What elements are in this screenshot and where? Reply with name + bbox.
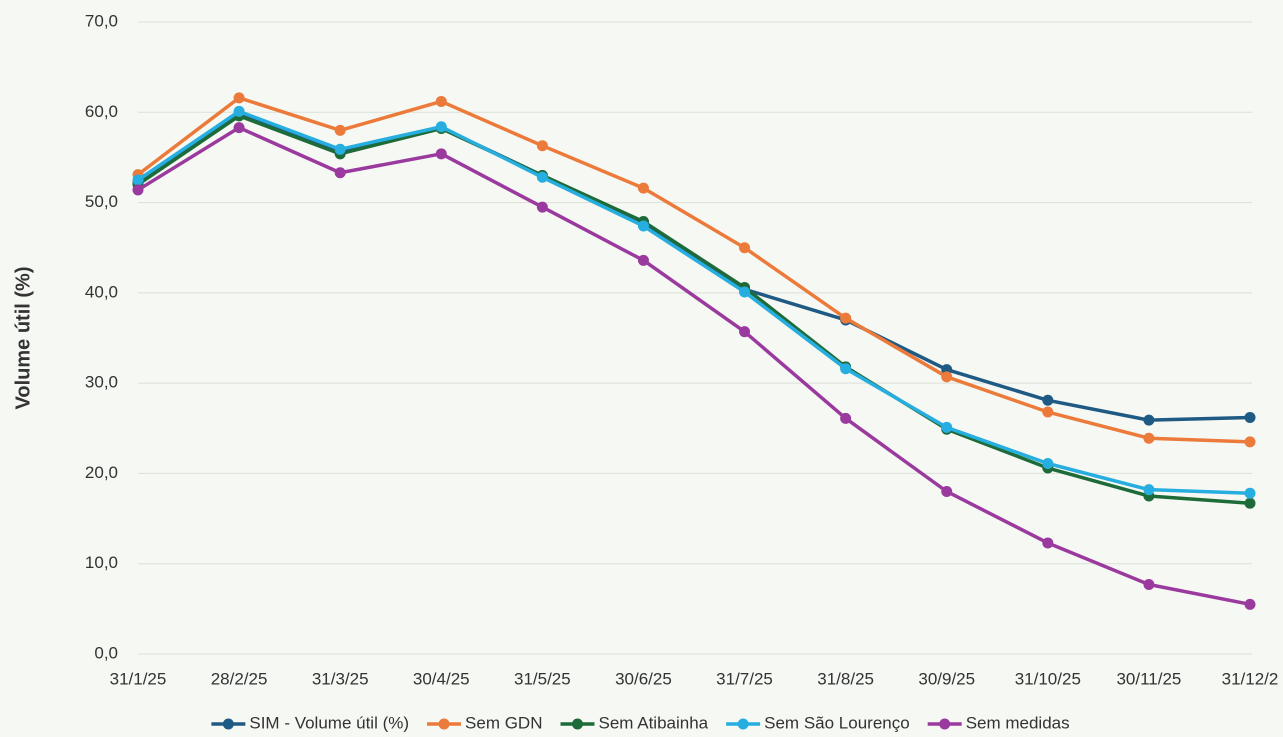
x-tick-label: 31/8/25 [817,669,874,688]
x-tick-label: 30/11/25 [1116,669,1181,688]
data-point [739,242,751,254]
data-point [233,105,245,117]
data-point [739,286,751,298]
y-axis-label: Volume útil (%) [12,267,34,410]
data-point [1042,457,1054,469]
data-point [941,371,953,383]
data-point [334,143,346,155]
x-tick-label: 28/2/25 [211,669,268,688]
data-point [536,201,548,213]
data-point [1042,537,1054,549]
data-point [536,140,548,152]
series-line [137,114,1251,505]
data-point [233,92,245,104]
legend-marker [222,718,234,730]
data-point [132,174,144,186]
data-point [334,167,346,179]
legend-label: SIM - Volume útil (%) [249,713,409,732]
data-point [1042,406,1054,418]
y-tick-label: 70,0 [85,11,118,30]
data-point [1244,497,1256,509]
data-point [435,148,447,160]
x-tick-label: 30/4/25 [413,669,470,688]
y-tick-label: 0,0 [94,643,118,662]
x-tick-label: 30/9/25 [918,669,975,688]
legend-label: Sem Atibainha [599,713,709,732]
data-point [1244,487,1256,499]
data-point [1042,394,1054,406]
data-point [435,95,447,107]
data-point [941,421,953,433]
legend-marker [438,718,450,730]
data-point [1244,598,1256,610]
y-tick-label: 20,0 [85,463,118,482]
x-tick-label: 31/5/25 [514,669,571,688]
data-point [334,124,346,136]
x-tick-label: 31/7/25 [716,669,773,688]
data-point [840,363,852,375]
y-tick-label: 30,0 [85,373,118,392]
data-point [637,182,649,194]
x-tick-label: 31/1/25 [110,669,167,688]
legend-marker [572,718,583,730]
data-point [1244,436,1256,448]
data-point [637,254,649,266]
legend-marker [737,718,749,730]
series-line [137,125,1251,607]
series-line [137,109,1251,496]
data-point [840,412,852,424]
data-point [1143,414,1155,426]
data-point [1143,484,1155,496]
data-point [1244,411,1256,423]
data-point [941,485,953,497]
series-line [136,96,1251,444]
y-tick-label: 40,0 [85,282,118,301]
legend-label: Sem medidas [966,713,1070,732]
data-point [536,171,548,183]
x-tick-label: 31/10/25 [1015,669,1081,688]
y-tick-label: 50,0 [85,192,118,211]
legend-label: Sem São Lourenço [764,713,910,732]
x-tick-label: 30/6/25 [615,669,672,688]
data-point [233,122,245,134]
data-point [637,220,649,232]
data-point [435,121,447,133]
y-tick-label: 60,0 [85,102,118,121]
x-tick-label: 31/12/2 [1222,669,1279,688]
y-tick-label: 10,0 [85,553,118,572]
data-point [1143,432,1155,444]
data-point [1143,578,1155,590]
data-point [132,184,144,196]
data-point [739,326,751,338]
legend-label: Sem GDN [465,713,542,732]
legend-marker [939,718,951,730]
data-point [840,312,852,324]
x-tick-label: 31/3/25 [312,669,369,688]
